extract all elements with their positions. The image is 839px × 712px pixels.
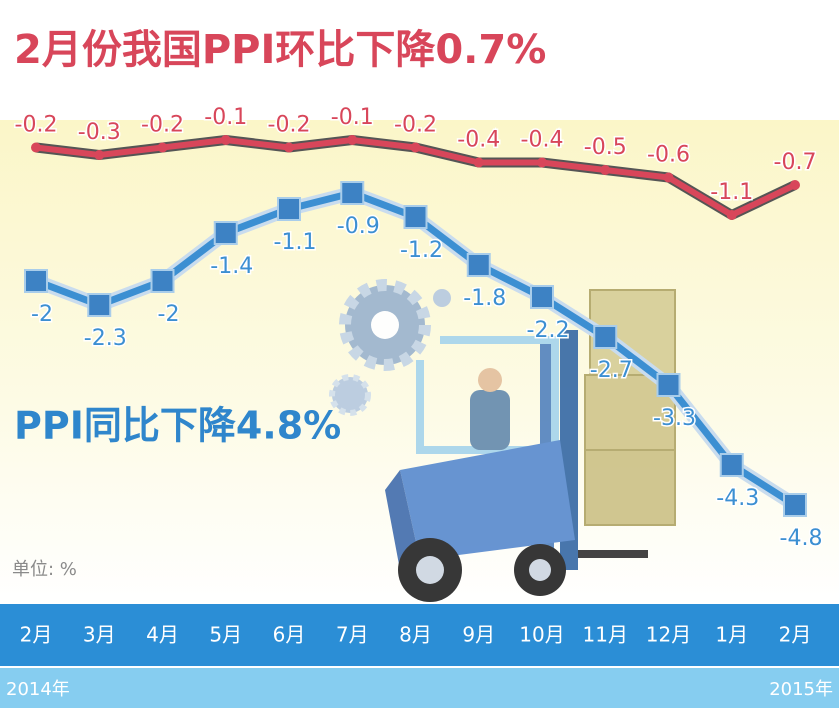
point-marker	[157, 142, 168, 153]
point-marker	[656, 373, 681, 397]
x-tick-label: 2月	[20, 623, 53, 647]
point-marker	[593, 325, 618, 349]
data-label: -1.1	[710, 180, 753, 205]
data-label: -0.2	[268, 113, 311, 138]
x-tick-label: 11月	[583, 623, 628, 647]
point-marker	[719, 453, 744, 477]
data-label: -2	[158, 302, 180, 327]
data-label: -0.3	[78, 120, 121, 145]
point-marker	[340, 181, 365, 205]
point-marker	[284, 142, 294, 153]
point-marker	[663, 172, 674, 183]
data-label: -0.7	[774, 150, 817, 175]
x-tick-label: 5月	[209, 623, 242, 647]
point-marker	[220, 135, 231, 145]
month-band	[0, 604, 839, 666]
x-tick-label: 10月	[519, 623, 564, 647]
data-label: -3.3	[653, 406, 696, 431]
data-label: -1.2	[400, 238, 443, 263]
x-tick-label: 9月	[462, 623, 495, 647]
point-marker	[347, 135, 358, 145]
data-label: -4.8	[780, 526, 823, 551]
point-marker	[213, 221, 238, 245]
point-marker	[403, 205, 428, 229]
x-tick-label: 4月	[146, 623, 179, 647]
x-tick-label: 1月	[715, 623, 748, 647]
data-label: -1.4	[210, 254, 253, 279]
x-tick-label: 3月	[83, 623, 116, 647]
point-marker	[537, 157, 547, 168]
x-tick-label: 7月	[336, 623, 369, 647]
point-marker	[473, 157, 484, 168]
data-label: -0.5	[584, 135, 627, 160]
point-marker	[600, 165, 611, 175]
data-label: -0.2	[141, 113, 184, 138]
point-marker	[790, 180, 800, 190]
year-label: 2014年	[6, 679, 70, 700]
unit-label: 单位: %	[12, 559, 77, 580]
x-tick-label: 2月	[779, 623, 812, 647]
x-tick-label: 8月	[399, 623, 432, 647]
data-label: -0.9	[337, 214, 380, 239]
year-band	[0, 668, 839, 708]
data-label: -2	[31, 302, 53, 327]
point-marker	[150, 269, 175, 293]
data-label: -2.3	[84, 326, 127, 351]
point-marker	[466, 253, 491, 277]
data-label: -0.1	[204, 105, 247, 130]
data-label: -2.7	[590, 358, 633, 383]
point-marker	[94, 150, 105, 160]
point-marker	[783, 493, 807, 517]
point-marker	[87, 293, 112, 317]
data-label: -0.2	[15, 113, 58, 138]
data-label: -0.1	[331, 105, 374, 130]
chart-title: 2月份我国PPI环比下降0.7%	[14, 27, 546, 73]
data-label: -1.1	[274, 230, 317, 255]
data-label: -0.4	[521, 128, 564, 153]
chart-subtitle: PPI同比下降4.8%	[14, 404, 341, 448]
point-marker	[726, 210, 737, 220]
illustration	[329, 279, 676, 602]
data-label: -0.4	[457, 128, 500, 153]
data-label: -4.3	[716, 486, 759, 511]
point-marker	[530, 285, 554, 309]
point-marker	[31, 142, 41, 153]
x-tick-label: 6月	[273, 623, 306, 647]
data-label: -0.2	[394, 113, 437, 138]
year-label: 2015年	[769, 679, 833, 700]
point-marker	[410, 142, 421, 153]
x-tick-label: 12月	[646, 623, 691, 647]
point-marker	[277, 197, 301, 221]
point-marker	[24, 269, 48, 293]
data-label: -2.2	[527, 318, 570, 343]
data-label: -0.6	[647, 143, 690, 168]
data-label: -1.8	[463, 286, 506, 311]
